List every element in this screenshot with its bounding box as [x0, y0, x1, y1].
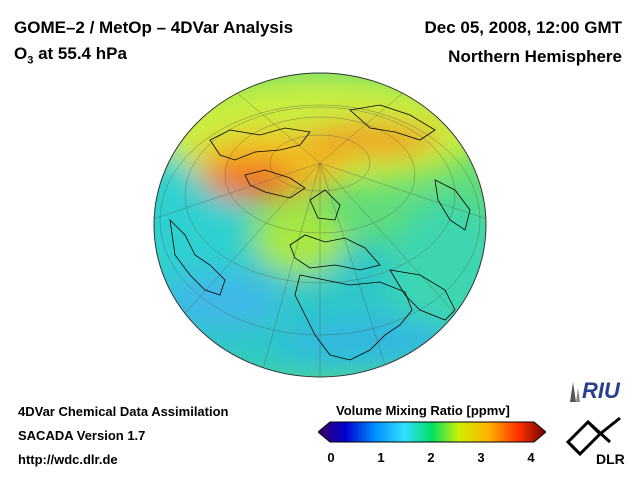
dlr-logo: DLR [565, 416, 625, 467]
colorbar [318, 421, 546, 443]
colorbar-gradient [318, 421, 546, 443]
coastlines [169, 104, 471, 361]
colorbar-tick-2: 2 [427, 450, 435, 465]
svg-text:RIU: RIU [582, 378, 621, 403]
colorbar-tick-3: 3 [477, 450, 485, 465]
riu-logo: RIU [570, 378, 621, 403]
credit-version: SACADA Version 1.7 [18, 428, 146, 443]
map-title: GOME–2 / MetOp – 4DVar Analysis [14, 18, 294, 37]
map-subtitle: O3 at 55.4 hPa [14, 44, 127, 67]
colorbar-tick-4: 4 [527, 450, 535, 465]
svg-text:DLR: DLR [596, 451, 625, 467]
globe-outline [153, 72, 487, 378]
colorbar-tick-0: 0 [327, 450, 335, 465]
hemisphere-label: Northern Hemisphere [448, 47, 622, 66]
colorbar-title: Volume Mixing Ratio [ppmv] [336, 403, 510, 418]
credit-assimilation: 4DVar Chemical Data Assimilation [18, 404, 229, 419]
ozone-globe-map [153, 72, 487, 378]
graticule [154, 73, 486, 377]
credit-url[interactable]: http://wdc.dlr.de [18, 452, 118, 467]
analysis-datetime: Dec 05, 2008, 12:00 GMT [424, 18, 622, 37]
colorbar-tick-1: 1 [377, 450, 385, 465]
